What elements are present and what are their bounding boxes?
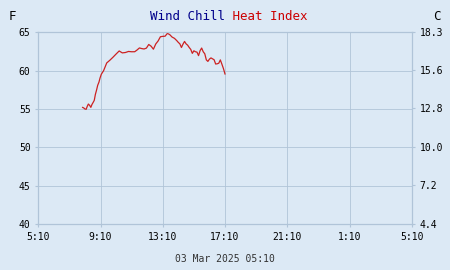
Text: 03 Mar 2025 05:10: 03 Mar 2025 05:10 — [175, 254, 275, 264]
Text: F: F — [9, 10, 17, 23]
Text: Wind Chill: Wind Chill — [150, 10, 225, 23]
Text: Heat Index: Heat Index — [225, 10, 307, 23]
Text: C: C — [433, 10, 441, 23]
